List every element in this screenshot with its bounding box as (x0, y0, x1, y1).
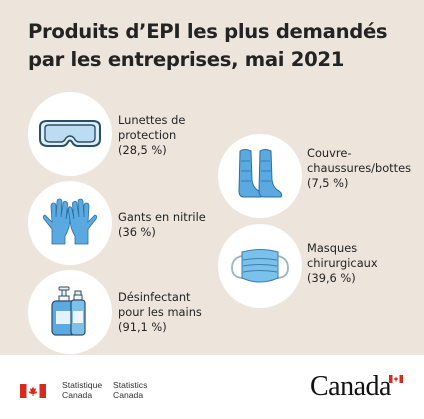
surgical-mask-icon (231, 249, 289, 283)
sanitizer-circle (28, 270, 112, 354)
gloves-icon (42, 198, 98, 245)
title-line-2: par les entreprises, mai 2021 (28, 48, 345, 71)
footer: Statistique Canada Statistics Canada Can… (0, 355, 424, 419)
wordmark-flag-icon (389, 375, 403, 383)
goggles-icon (39, 120, 101, 147)
canada-wordmark: Canada (310, 371, 391, 402)
goggles-label: Lunettes de protection (28,5 %) (118, 113, 186, 157)
sanitizer-label: Désinfectant pour les mains (91,1 %) (118, 290, 202, 334)
department-name-en: Statistics Canada (113, 380, 148, 400)
gloves-label: Gants en nitrile (36 %) (118, 210, 206, 239)
page-title: Produits d’EPI les plus demandés par les… (28, 18, 413, 74)
surgical-mask-label: Masques chirurgicaux (39,6 %) (307, 241, 378, 285)
surgical-mask-circle (218, 224, 302, 308)
boot-covers-label: Couvre- chaussures/bottes (7,5 %) (307, 146, 412, 190)
goggles-circle (28, 92, 112, 176)
department-name-fr: Statistique Canada (62, 380, 103, 400)
boot-covers-circle (218, 134, 302, 218)
boot-covers-icon (238, 149, 283, 198)
title-line-1: Produits d’EPI les plus demandés (28, 20, 388, 43)
gloves-circle (28, 181, 112, 265)
sanitizer-icon (51, 286, 86, 336)
canada-flag-icon (20, 384, 46, 398)
